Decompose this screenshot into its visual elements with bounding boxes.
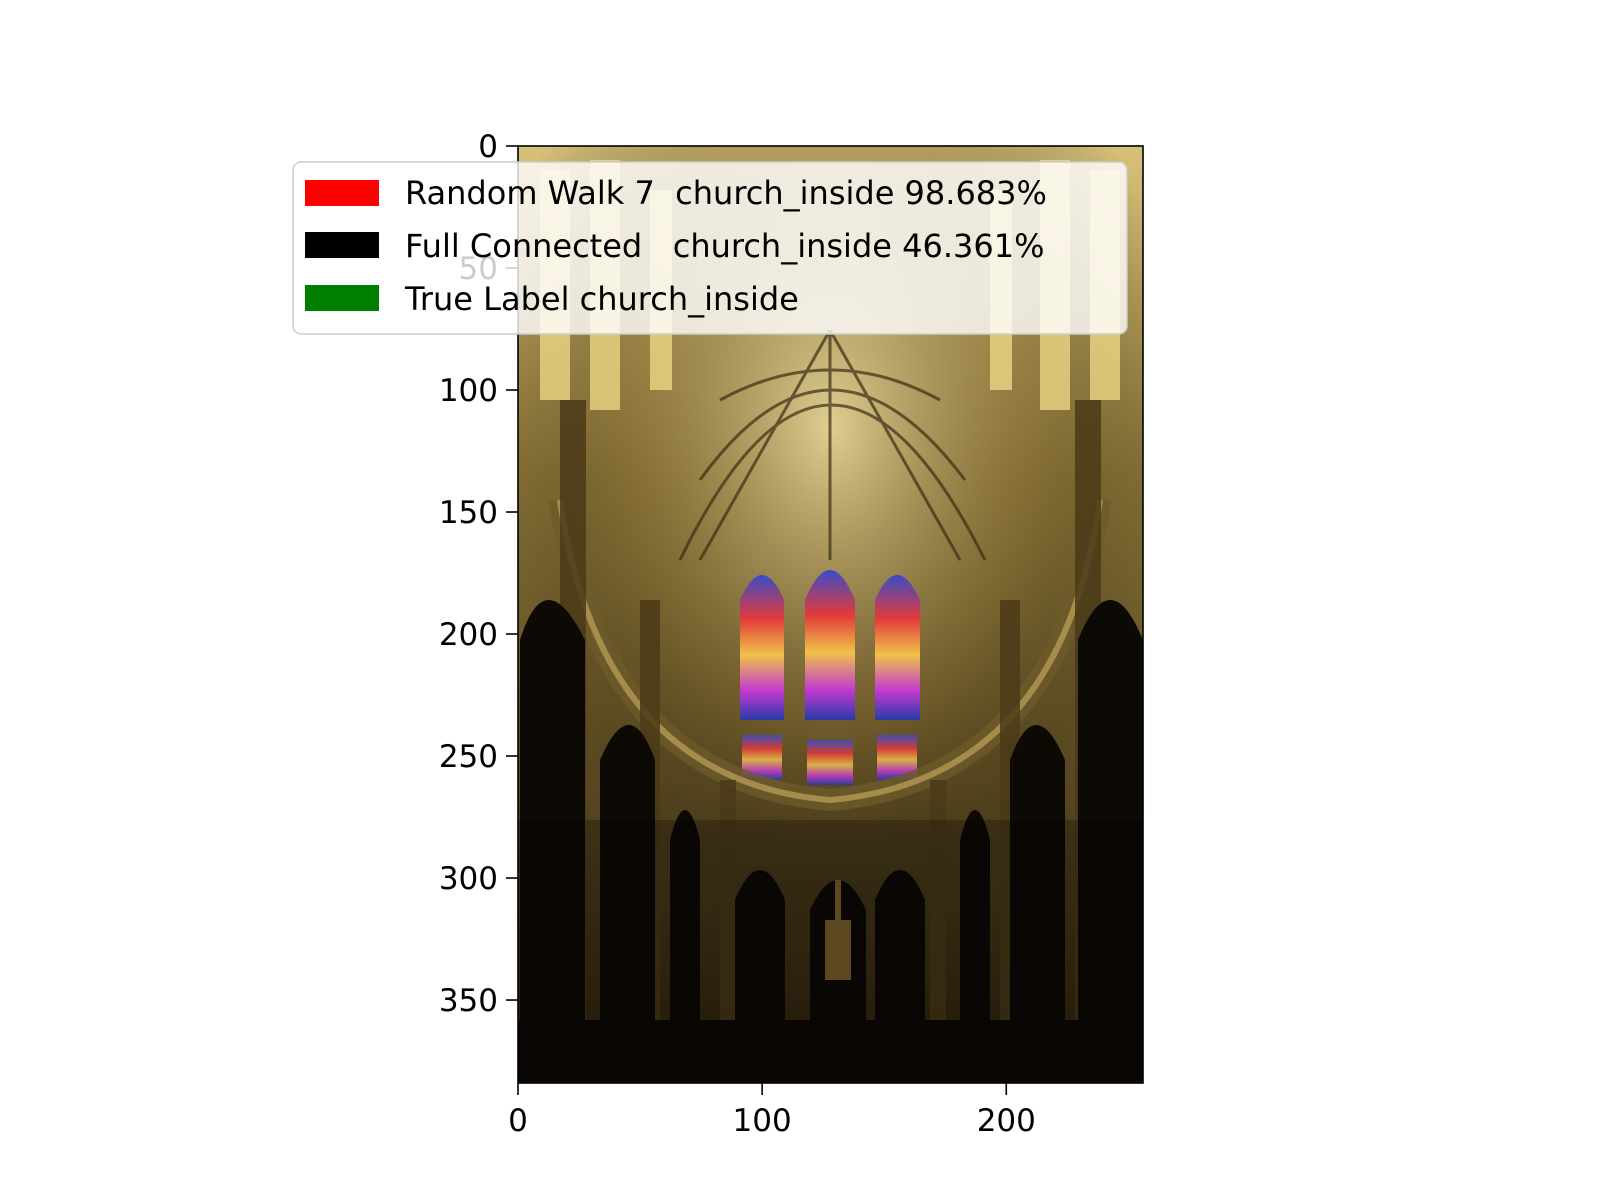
x-tick-label: 200 <box>977 1103 1036 1139</box>
x-tick-label: 100 <box>733 1103 792 1139</box>
axes-frame <box>517 145 1144 1084</box>
x-tick-label: 0 <box>508 1103 528 1139</box>
legend-box <box>292 161 1128 335</box>
y-tick-label: 150 <box>439 495 498 531</box>
legend-label-random-walk: Random Walk 7 church_inside 98.683% <box>405 174 1047 212</box>
y-tick-label: 0 <box>478 129 498 165</box>
y-tick-label: 100 <box>439 373 498 409</box>
legend-swatch-true-label <box>305 285 379 311</box>
y-tick-label: 250 <box>439 739 498 775</box>
x-axis: 0 100 200 <box>508 1083 1036 1139</box>
legend-swatch-full-connected <box>305 232 379 258</box>
legend-label-full-connected: Full Connected church_inside 46.361% <box>405 227 1044 265</box>
legend-label-true-label: True Label church_inside <box>404 280 799 318</box>
y-tick-label: 200 <box>439 617 498 653</box>
y-tick-label: 350 <box>439 983 498 1019</box>
legend: Random Walk 7 church_inside 98.683% Full… <box>292 161 1128 335</box>
legend-swatch-random-walk <box>305 180 379 206</box>
y-tick-label: 300 <box>439 861 498 897</box>
